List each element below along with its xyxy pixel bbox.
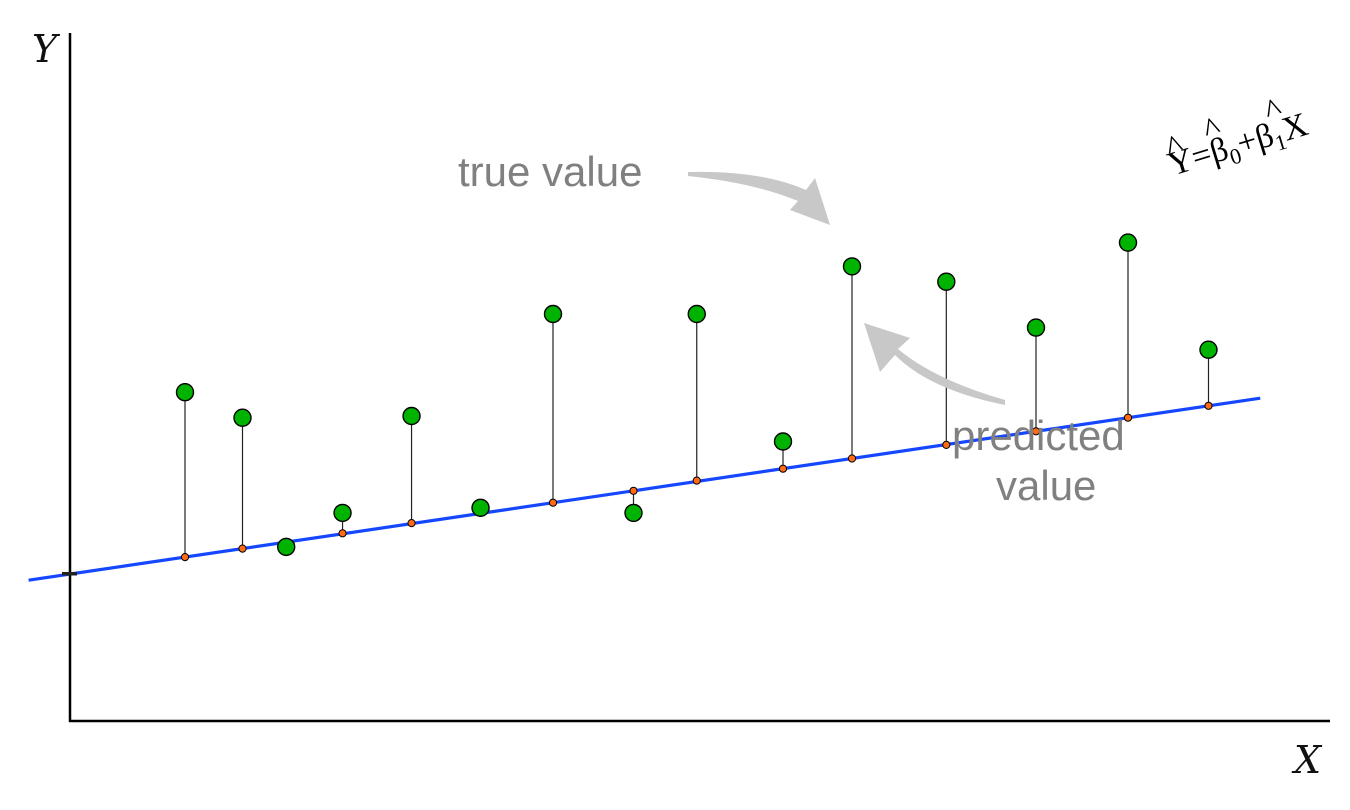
- regression-equation: Y=β0+β1X ^ ^ ^: [1162, 91, 1314, 187]
- true-points: [175, 233, 1218, 557]
- predicted-point: [1123, 413, 1133, 422]
- true-point: [543, 304, 563, 324]
- predicted-point: [1031, 427, 1041, 436]
- true-point: [471, 498, 490, 517]
- true-point: [233, 408, 252, 427]
- x-axis-label: X: [1291, 738, 1323, 782]
- predicted-point: [942, 440, 951, 449]
- predicted-point: [629, 486, 638, 495]
- regression-line: [28, 396, 1261, 582]
- true-point: [402, 406, 421, 426]
- residual-lines: [184, 242, 1210, 558]
- true-point: [937, 272, 956, 291]
- y-axis-label: Y: [32, 27, 61, 71]
- predicted-point: [338, 529, 347, 538]
- true-point: [1026, 318, 1046, 337]
- predicted-value-label-line2: value: [996, 462, 1096, 509]
- true-point: [773, 432, 793, 451]
- true-point: [277, 537, 296, 557]
- intercept-marker: [62, 572, 77, 576]
- predicted-value-arrow: [864, 323, 1005, 405]
- true-point: [842, 257, 862, 276]
- true-point: [333, 503, 352, 523]
- predicted-point: [778, 464, 788, 473]
- predicted-value-label-line1: predicted: [952, 412, 1125, 459]
- true-point: [1118, 233, 1138, 252]
- svg-text:Y=β0+β1X: Y=β0+β1X: [1164, 106, 1314, 187]
- true-point: [175, 383, 195, 402]
- true-value-label: true value: [458, 148, 642, 195]
- predicted-point: [1204, 401, 1213, 410]
- predicted-point: [180, 553, 190, 562]
- true-point: [624, 503, 643, 523]
- true-point: [687, 304, 706, 324]
- predicted-point: [548, 498, 558, 507]
- predicted-point: [238, 544, 247, 553]
- predicted-point: [407, 519, 416, 528]
- true-value-arrow: [688, 171, 830, 225]
- predicted-point: [847, 454, 857, 463]
- predicted-point: [692, 476, 701, 485]
- true-point: [1199, 340, 1218, 359]
